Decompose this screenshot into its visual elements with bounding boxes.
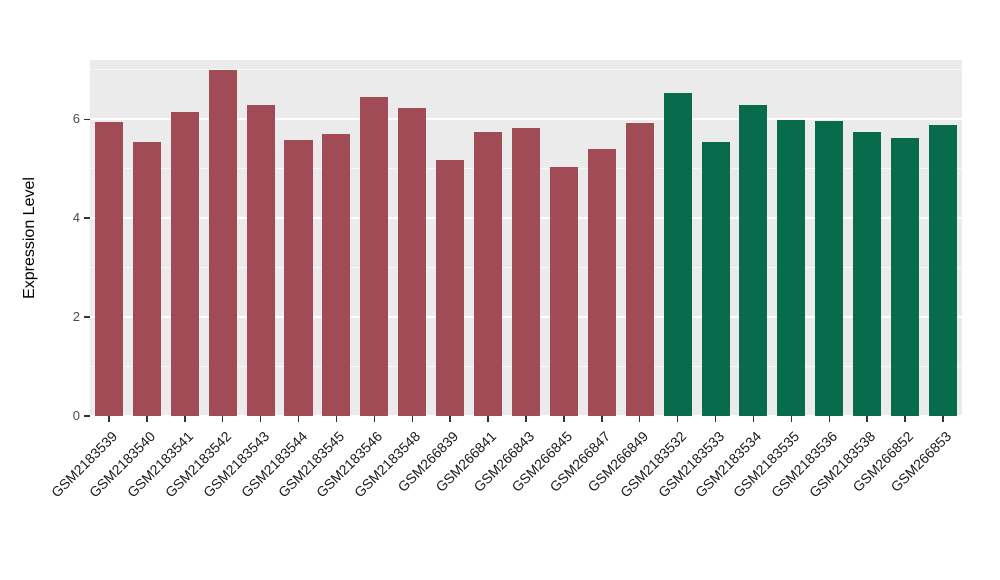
- bar: [701, 141, 730, 416]
- bar: [891, 138, 920, 416]
- y-axis-tick: [84, 118, 90, 121]
- y-axis-tick: [84, 415, 90, 417]
- grid-major-line: [90, 118, 962, 121]
- bar: [929, 125, 958, 416]
- x-axis-tick: [297, 416, 300, 422]
- bar: [549, 167, 578, 416]
- y-axis-title-text: Expression Level: [21, 177, 38, 299]
- x-axis-tick: [752, 416, 755, 422]
- y-tick-label: 0: [72, 408, 80, 423]
- bar: [625, 122, 654, 416]
- x-axis-tick: [373, 416, 376, 422]
- x-axis-tick: [525, 416, 527, 422]
- bar: [322, 134, 351, 416]
- x-axis-tick: [942, 416, 944, 422]
- bar: [132, 141, 161, 416]
- y-tick-label: 6: [72, 111, 80, 127]
- bar: [739, 105, 768, 416]
- x-axis-tick: [335, 416, 338, 422]
- bar: [170, 111, 199, 416]
- bar: [777, 120, 806, 416]
- x-axis-tick: [221, 416, 224, 422]
- y-axis-tick: [84, 316, 90, 318]
- x-axis-tick: [904, 416, 906, 422]
- x-axis-tick: [449, 416, 451, 422]
- x-axis-tick: [487, 416, 489, 422]
- bar: [663, 93, 692, 416]
- bar: [474, 131, 503, 416]
- bar: [246, 105, 275, 416]
- x-axis-tick: [638, 416, 641, 422]
- x-axis-tick: [184, 416, 186, 422]
- y-tick-label: 2: [72, 309, 80, 325]
- bar: [398, 108, 427, 416]
- x-axis-tick: [146, 416, 148, 422]
- x-axis-tick: [411, 416, 413, 422]
- bar: [208, 69, 237, 416]
- bar: [815, 120, 844, 416]
- x-axis-tick: [790, 416, 793, 422]
- bar: [360, 97, 389, 416]
- x-axis-tick: [108, 416, 110, 422]
- bar: [853, 132, 882, 416]
- x-axis-tick: [714, 416, 717, 422]
- y-axis-tick: [84, 217, 90, 219]
- grid-minor-line: [90, 69, 962, 71]
- x-axis-tick: [563, 416, 565, 422]
- x-axis-tick: [866, 416, 868, 422]
- x-axis-tick: [259, 416, 262, 422]
- bar: [284, 140, 313, 416]
- bar: [587, 149, 616, 416]
- y-tick-label: 4: [72, 210, 80, 226]
- x-axis-tick: [601, 416, 603, 422]
- x-axis-tick: [676, 416, 679, 422]
- x-axis-tick: [828, 416, 831, 422]
- bar: [436, 159, 465, 416]
- bar: [94, 121, 123, 416]
- bar: [511, 127, 541, 416]
